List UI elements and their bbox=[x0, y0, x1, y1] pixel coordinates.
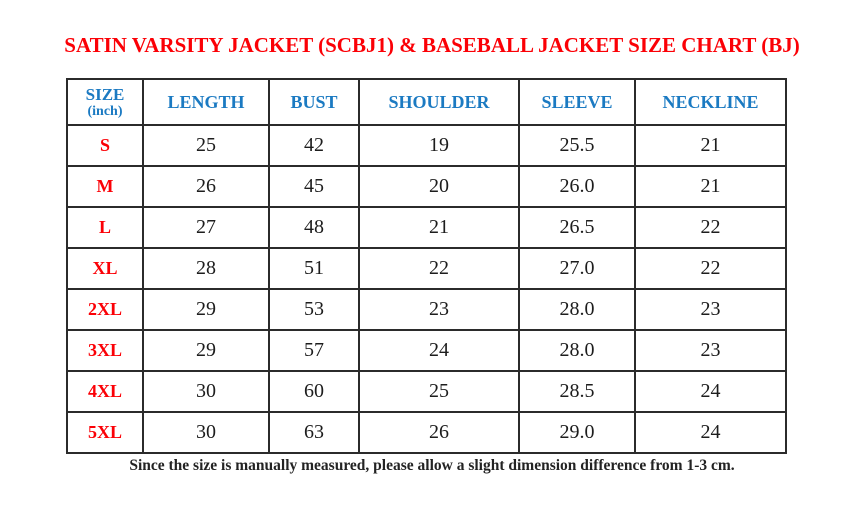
cell-neckline: 22 bbox=[634, 206, 787, 249]
cell-length: 27 bbox=[142, 206, 270, 249]
size-label: XL bbox=[66, 247, 144, 290]
size-label: 4XL bbox=[66, 370, 144, 413]
cell-neckline: 23 bbox=[634, 288, 787, 331]
cell-bust: 42 bbox=[268, 124, 360, 167]
size-header-label: SIZE bbox=[85, 84, 125, 104]
cell-shoulder: 26 bbox=[358, 411, 520, 454]
size-chart-table: SIZE (inch) LENGTH BUST SHOULDER SLEEVE … bbox=[66, 78, 787, 454]
table-row-4xl: 4XL 30 60 25 28.5 24 bbox=[66, 370, 787, 413]
header-cell-neckline: NECKLINE bbox=[634, 78, 787, 126]
cell-bust: 57 bbox=[268, 329, 360, 372]
cell-neckline: 24 bbox=[634, 411, 787, 454]
cell-sleeve: 28.5 bbox=[518, 370, 636, 413]
cell-sleeve: 26.5 bbox=[518, 206, 636, 249]
cell-bust: 51 bbox=[268, 247, 360, 290]
cell-length: 26 bbox=[142, 165, 270, 208]
table-row-3xl: 3XL 29 57 24 28.0 23 bbox=[66, 329, 787, 372]
cell-sleeve: 29.0 bbox=[518, 411, 636, 454]
measurement-note: Since the size is manually measured, ple… bbox=[129, 457, 735, 474]
cell-bust: 63 bbox=[268, 411, 360, 454]
header-cell-sleeve: SLEEVE bbox=[518, 78, 636, 126]
size-label: 3XL bbox=[66, 329, 144, 372]
cell-bust: 45 bbox=[268, 165, 360, 208]
cell-sleeve: 28.0 bbox=[518, 288, 636, 331]
cell-bust: 48 bbox=[268, 206, 360, 249]
size-label: 5XL bbox=[66, 411, 144, 454]
table-row-2xl: 2XL 29 53 23 28.0 23 bbox=[66, 288, 787, 331]
cell-length: 29 bbox=[142, 329, 270, 372]
table-row-m: M 26 45 20 26.0 21 bbox=[66, 165, 787, 208]
size-label: 2XL bbox=[66, 288, 144, 331]
size-label: L bbox=[66, 206, 144, 249]
header-cell-shoulder: SHOULDER bbox=[358, 78, 520, 126]
cell-bust: 53 bbox=[268, 288, 360, 331]
table-header-row: SIZE (inch) LENGTH BUST SHOULDER SLEEVE … bbox=[66, 78, 787, 126]
cell-length: 30 bbox=[142, 411, 270, 454]
cell-neckline: 24 bbox=[634, 370, 787, 413]
cell-neckline: 22 bbox=[634, 247, 787, 290]
cell-sleeve: 26.0 bbox=[518, 165, 636, 208]
cell-neckline: 21 bbox=[634, 165, 787, 208]
cell-shoulder: 23 bbox=[358, 288, 520, 331]
size-label: M bbox=[66, 165, 144, 208]
cell-neckline: 21 bbox=[634, 124, 787, 167]
cell-bust: 60 bbox=[268, 370, 360, 413]
cell-length: 30 bbox=[142, 370, 270, 413]
table-row-s: S 25 42 19 25.5 21 bbox=[66, 124, 787, 167]
cell-shoulder: 19 bbox=[358, 124, 520, 167]
cell-sleeve: 25.5 bbox=[518, 124, 636, 167]
table-row-xl: XL 28 51 22 27.0 22 bbox=[66, 247, 787, 290]
cell-neckline: 23 bbox=[634, 329, 787, 372]
cell-length: 28 bbox=[142, 247, 270, 290]
table-row-5xl: 5XL 30 63 26 29.0 24 bbox=[66, 411, 787, 454]
cell-shoulder: 24 bbox=[358, 329, 520, 372]
cell-shoulder: 21 bbox=[358, 206, 520, 249]
cell-shoulder: 20 bbox=[358, 165, 520, 208]
table-row-l: L 27 48 21 26.5 22 bbox=[66, 206, 787, 249]
cell-shoulder: 22 bbox=[358, 247, 520, 290]
cell-length: 29 bbox=[142, 288, 270, 331]
size-label: S bbox=[66, 124, 144, 167]
cell-shoulder: 25 bbox=[358, 370, 520, 413]
cell-sleeve: 27.0 bbox=[518, 247, 636, 290]
size-header-unit: (inch) bbox=[87, 103, 123, 119]
header-cell-bust: BUST bbox=[268, 78, 360, 126]
cell-length: 25 bbox=[142, 124, 270, 167]
header-cell-length: LENGTH bbox=[142, 78, 270, 126]
cell-sleeve: 28.0 bbox=[518, 329, 636, 372]
page-title: SATIN VARSITY JACKET (SCBJ1) & BASEBALL … bbox=[64, 33, 800, 57]
header-cell-size: SIZE (inch) bbox=[66, 78, 144, 126]
